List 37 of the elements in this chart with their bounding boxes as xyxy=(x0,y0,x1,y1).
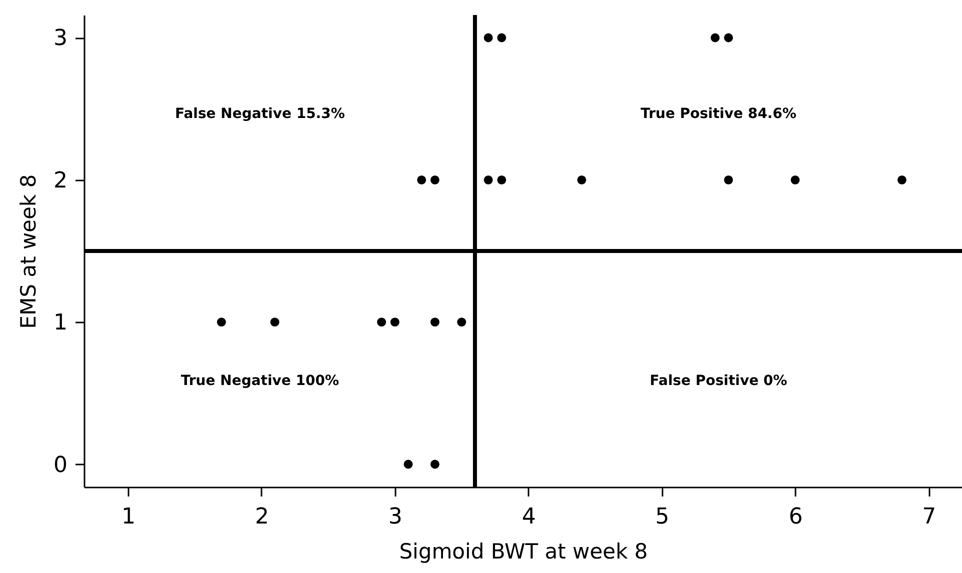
x-tick-label: 2 xyxy=(254,504,269,530)
x-tick-label: 1 xyxy=(122,504,136,530)
point xyxy=(216,318,226,327)
point xyxy=(404,460,413,469)
y-tick-label: 2 xyxy=(54,168,68,194)
point xyxy=(790,175,800,184)
point xyxy=(430,175,440,184)
point xyxy=(377,318,386,327)
point xyxy=(724,175,733,184)
x-tick-label: 7 xyxy=(922,504,936,530)
point xyxy=(710,33,720,42)
annotation: False Positive 0% xyxy=(650,372,788,389)
x-tick-label: 6 xyxy=(788,504,803,530)
point xyxy=(897,175,906,184)
point xyxy=(417,175,426,184)
x-tick-label: 3 xyxy=(388,504,402,530)
point xyxy=(270,318,280,327)
x-tick-label: 4 xyxy=(522,504,536,530)
point xyxy=(484,175,493,184)
point xyxy=(430,460,440,469)
point xyxy=(497,175,506,184)
x-tick-label: 5 xyxy=(655,504,670,530)
point xyxy=(484,33,493,42)
point xyxy=(497,33,506,42)
point xyxy=(577,175,586,184)
annotation: True Positive 84.6% xyxy=(640,106,796,122)
point xyxy=(457,318,466,327)
annotation: False Negative 15.3% xyxy=(174,106,345,122)
annotation: True Negative 100% xyxy=(180,372,340,389)
y-tick-label: 0 xyxy=(54,452,68,478)
point xyxy=(390,318,400,327)
y-axis-title: EMS at week 8 xyxy=(16,174,41,329)
y-tick-label: 1 xyxy=(54,310,68,336)
x-axis-title: Sigmoid BWT at week 8 xyxy=(399,540,648,564)
y-tick-label: 3 xyxy=(54,26,68,52)
point xyxy=(724,33,733,42)
point xyxy=(430,318,440,327)
